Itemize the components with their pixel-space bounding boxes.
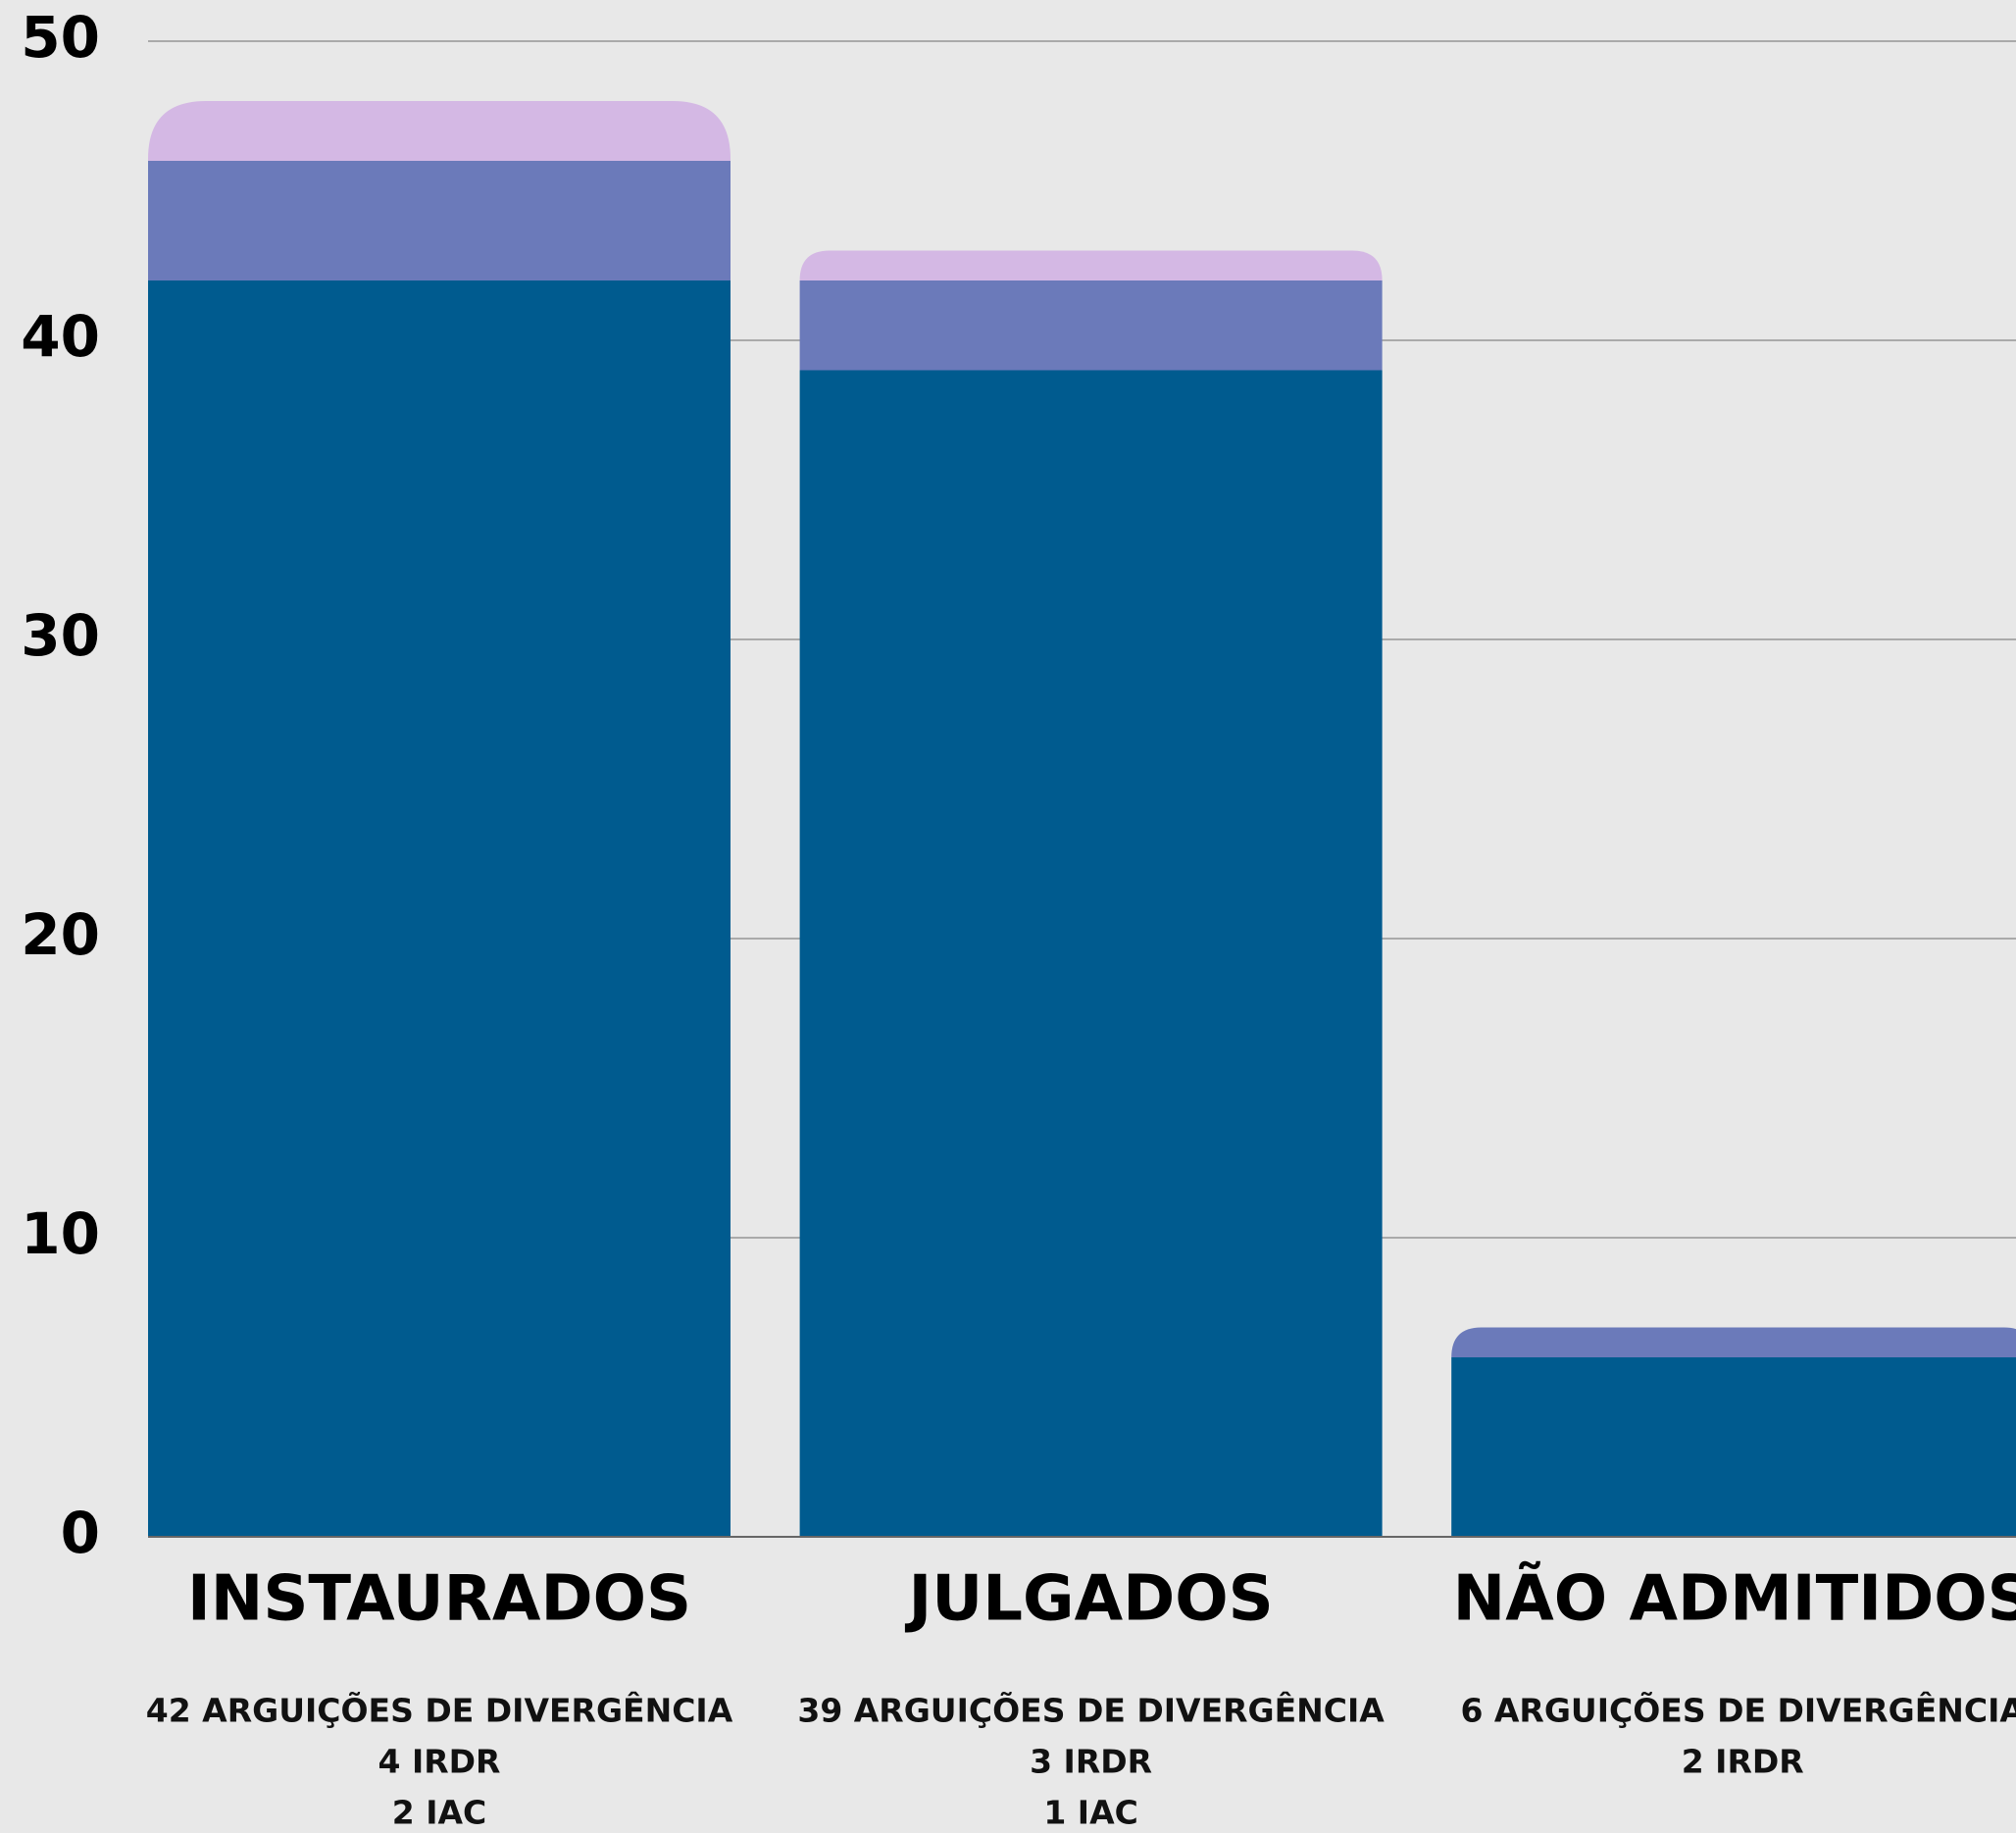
category-note: 2 IRDR bbox=[1682, 1743, 1804, 1781]
bar-segment bbox=[148, 101, 731, 161]
y-tick-label: 50 bbox=[21, 4, 100, 71]
y-tick-label: 0 bbox=[61, 1500, 100, 1566]
category-note: 1 IAC bbox=[1043, 1794, 1138, 1832]
category-note: 3 IRDR bbox=[1030, 1743, 1152, 1781]
bar-segment bbox=[799, 370, 1383, 1537]
bar-segment bbox=[148, 280, 731, 1537]
y-tick-label: 30 bbox=[21, 602, 100, 669]
x-tick-label: NÃO ADMITIDOS bbox=[1453, 1561, 2016, 1636]
bar-segment bbox=[148, 161, 731, 280]
bar-segment bbox=[1451, 1357, 2016, 1537]
x-tick-label: INSTAURADOS bbox=[187, 1563, 691, 1636]
x-tick-label: JULGADOS bbox=[904, 1563, 1273, 1636]
bar-segment bbox=[799, 280, 1383, 371]
y-tick-label: 10 bbox=[21, 1200, 100, 1267]
category-note: 2 IAC bbox=[392, 1794, 487, 1832]
bar-segment bbox=[799, 250, 1383, 280]
y-tick-label: 40 bbox=[21, 303, 100, 370]
category-note: 39 ARGUIÇÕES DE DIVERGÊNCIA bbox=[797, 1691, 1385, 1730]
category-note: 6 ARGUIÇÕES DE DIVERGÊNCIA bbox=[1460, 1691, 2016, 1730]
y-tick-label: 20 bbox=[21, 901, 100, 968]
category-note: 42 ARGUIÇÕES DE DIVERGÊNCIA bbox=[146, 1691, 733, 1730]
category-note: 4 IRDR bbox=[378, 1743, 501, 1781]
bar-segment bbox=[1451, 1327, 2016, 1357]
